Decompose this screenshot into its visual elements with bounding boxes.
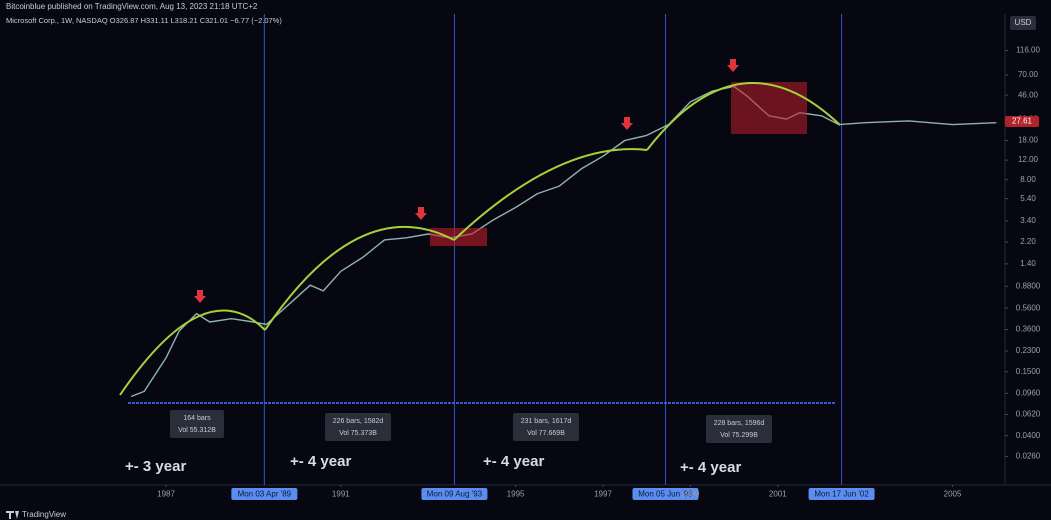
info-text: 226 bars, 1582d: [333, 418, 384, 425]
currency-label[interactable]: USD: [1015, 18, 1032, 27]
y-tick-label: 116.00: [1016, 46, 1040, 55]
x-tick-label: 1995: [507, 490, 525, 499]
y-tick-label: 0.2300: [1016, 346, 1041, 355]
y-tick-label: 3.40: [1020, 216, 1036, 225]
y-tick-label: 0.0960: [1016, 388, 1041, 397]
x-tick-label: 1987: [157, 490, 175, 499]
y-tick-label: 12.00: [1018, 155, 1039, 164]
cycle-label: +- 3 year: [125, 458, 186, 475]
info-text: 228 bars, 1596d: [714, 420, 765, 427]
arrow: [194, 290, 206, 303]
cycle-arc: [646, 82, 841, 151]
y-tick-label: 1.40: [1020, 259, 1036, 268]
currency-button[interactable]: [1010, 16, 1036, 30]
y-tick-label: 2.20: [1020, 237, 1036, 246]
y-tick-label: 0.0620: [1016, 410, 1041, 419]
date-label-bg: [421, 488, 488, 500]
date-label-bg: [808, 488, 875, 500]
price-badge: [1005, 116, 1039, 127]
x-tick-label: 2001: [769, 490, 787, 499]
y-tick-label: 0.0260: [1016, 452, 1041, 461]
date-label-bg: [231, 488, 298, 500]
footer: TradingView: [22, 510, 66, 519]
y-tick-label: 0.3600: [1016, 325, 1041, 334]
y-tick-label: 8.00: [1020, 175, 1036, 184]
info-text: Vol 75.373B: [339, 430, 377, 437]
cycle-label: +- 4 year: [483, 453, 544, 470]
symbol-info: Microsoft Corp., 1W, NASDAQ O326.87 H331…: [6, 16, 282, 25]
info-box: [513, 413, 579, 441]
info-box: [706, 415, 772, 443]
highlight-box: [731, 82, 807, 134]
info-text: 164 bars: [183, 415, 211, 422]
cycle-label: +- 4 year: [290, 453, 351, 470]
x-tick-label: 1997: [594, 490, 612, 499]
cycle-label: +- 4 year: [680, 459, 741, 476]
arrow: [415, 207, 427, 220]
y-tick-label: 18.00: [1018, 136, 1039, 145]
footer-logo: [6, 511, 19, 519]
x-tick-label: 1991: [332, 490, 350, 499]
drawings: 164 bars Vol 55.312B 226 bars, 1582d Vol…: [119, 59, 841, 476]
cycle-arc: [119, 309, 266, 396]
y-tick-label: 70.00: [1018, 70, 1039, 79]
x-tick-label: 2005: [944, 490, 962, 499]
publisher: Bitcoinblue published on TradingView.com…: [6, 2, 258, 11]
date-label-bg: [632, 488, 699, 500]
x-tick-label: 1999: [681, 490, 699, 499]
info-text: 231 bars, 1617d: [521, 418, 572, 425]
arrow: [621, 117, 633, 130]
cycle-arc: [453, 148, 648, 241]
x-tick-label: Mon 09 Aug '93: [427, 490, 483, 499]
x-tick-label: Mon 03 Apr '89: [238, 490, 292, 499]
info-box: [170, 410, 224, 438]
info-text: Vol 55.312B: [178, 427, 216, 434]
x-tick-label: Mon 17 Jun '02: [814, 490, 869, 499]
cycle-arc: [264, 225, 455, 331]
info-text: Vol 77.669B: [527, 430, 565, 437]
plot: 116.0070.0046.0028.0018.0012.008.005.403…: [0, 14, 1051, 500]
y-tick-label: 46.00: [1018, 90, 1039, 99]
y-tick-label: 0.8800: [1016, 281, 1041, 290]
price-badge-label: 27.61: [1012, 117, 1033, 126]
x-tick-label: Mon 05 Jun '98: [638, 490, 693, 499]
y-tick-label: 0.5600: [1016, 303, 1041, 312]
y-tick-label: 0.0400: [1016, 431, 1041, 440]
y-tick-label: 0.1500: [1016, 367, 1041, 376]
arrow: [727, 59, 739, 72]
info-box: [325, 413, 391, 441]
y-tick-label: 5.40: [1020, 194, 1036, 203]
info-text: Vol 75.299B: [720, 432, 758, 439]
